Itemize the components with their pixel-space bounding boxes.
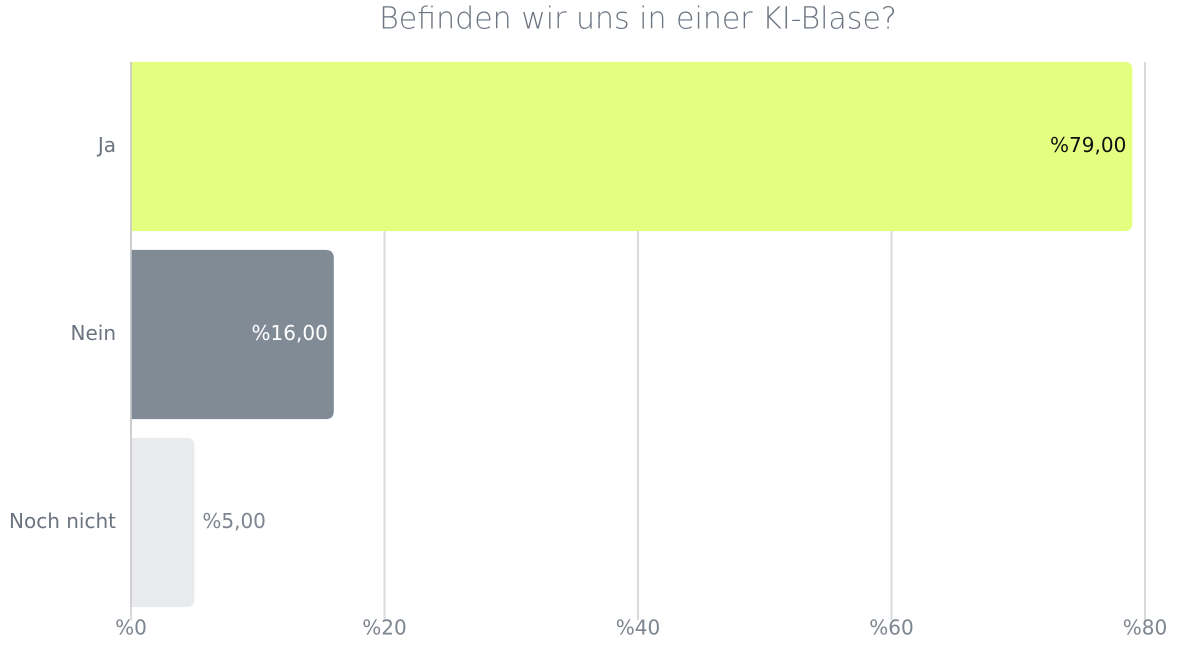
chart-title: Befinden wir uns in einer KI-Blase?	[379, 2, 897, 37]
x-tick-label: %20	[362, 616, 406, 640]
value-label: %5,00	[202, 509, 266, 533]
value-label: %79,00	[1050, 133, 1126, 157]
y-tick-label: Nein	[71, 321, 117, 345]
x-tick-label: %0	[115, 616, 147, 640]
bar	[131, 61, 1133, 232]
y-tick-label: Noch nicht	[9, 509, 116, 533]
x-tick-label: %40	[616, 616, 660, 640]
y-tick-label: Ja	[96, 133, 116, 157]
bar	[131, 437, 195, 608]
x-tick-label: %80	[1123, 616, 1167, 640]
value-label: %16,00	[252, 321, 328, 345]
bar	[131, 249, 334, 420]
x-tick-label: %60	[869, 616, 913, 640]
